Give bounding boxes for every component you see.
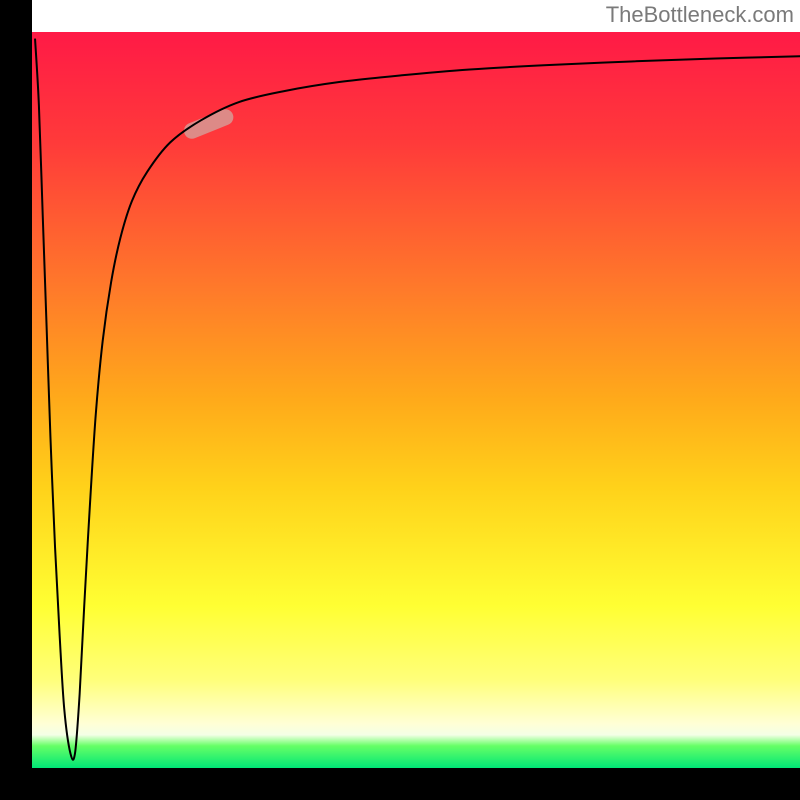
y-axis-bar: [0, 0, 32, 800]
plot-gradient-background: [32, 32, 800, 768]
attribution-label: TheBottleneck.com: [606, 0, 800, 28]
x-axis-bar: [0, 768, 800, 800]
chart-root: TheBottleneck.com: [0, 0, 800, 800]
chart-svg: [0, 0, 800, 800]
